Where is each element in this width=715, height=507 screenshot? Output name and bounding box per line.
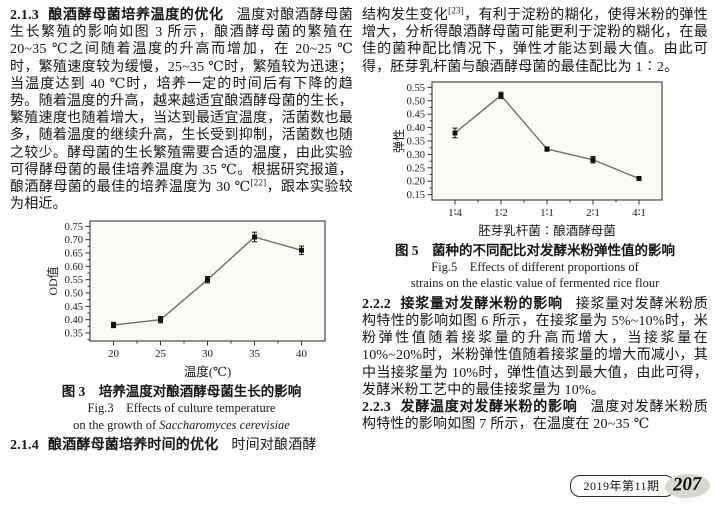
section-body-text: ，跟本实验较为相近。 [10,180,354,213]
svg-text:1∶2: 1∶2 [494,207,508,219]
figure3-line-chart: 0.35 0.40 0.45 0.50 0.55 0.60 0.65 0.70 0.75 20 25… [45,220,326,379]
section-2-1-3-paragraph: 2.1.3 酿酒酵母菌培养温度的优化 温度对酿酒酵母菌生长繁殖的影响如图 3 所示，… [10,7,353,213]
continuation-paragraph: 结构发生变化[23]，有利于淀粉的糊化，使得米粉的弹性增大，分析得酿酒酵母菌可能… [362,5,708,76]
section-2-2-2-paragraph: 2.2.2 接浆量对发酵米粉的影响 接浆量对发酵米粉质构特性的影响如图 6 所示，在… [362,296,708,399]
svg-text:1∶1: 1∶1 [540,207,554,219]
section-number: 2.1.4 [10,438,39,454]
section-body-text: 温度对酿酒酵母菌生长繁殖的影响如图 3 所示，酿酒酵母菌的繁殖在 20~35 ℃… [10,8,353,196]
figure5-caption-cn: 图 5 菌种的不同配比对发酵米粉弹性值的影响 [394,242,676,258]
species-name: Saccharomyces cerevisiae [159,417,290,432]
section-body-text: 时间对酿酒酵 [231,438,317,454]
section-2-2-3-paragraph: 2.2.3 发酵温度对发酵米粉的影响 温度对发酵米粉质构特性的影响如图 7 所示，在… [362,399,708,433]
page-footer: 2019年第11期 207 [570,473,710,499]
citation-marker: [23] [448,5,464,16]
caption-text: on the growth of [73,417,160,432]
section-heading: 酿酒酵母菌培养时间的优化 [48,438,219,454]
section-heading: 发酵温度对发酵米粉的影响 [400,400,578,416]
left-column: 2.1.3 酿酒酵母菌培养温度的优化 温度对酿酒酵母菌生长繁殖的影响如图 3 所示，… [10,7,353,455]
figure3-container: 0.35 0.40 0.45 0.50 0.55 0.60 0.65 0.70 0.75 20 25… [45,217,353,381]
svg-text:0.20: 0.20 [407,177,425,188]
svg-text:1∶4: 1∶4 [448,207,462,219]
svg-text:30: 30 [202,348,214,360]
section-heading: 酿酒酵母菌培养温度的优化 [48,8,224,23]
section-number: 2.1.3 [10,8,39,23]
figure3-caption-en-line1: Fig.3 Effects of culture temperature [87,401,276,416]
svg-text:弹性: 弹性 [392,129,406,153]
svg-text:40: 40 [296,348,308,360]
svg-text:0.55: 0.55 [407,83,425,94]
svg-text:35: 35 [249,348,261,360]
figure5-caption-en-line1: Fig.5 Effects of different proportions o… [431,259,639,274]
svg-text:4∶1: 4∶1 [632,207,646,219]
svg-text:OD值: OD值 [46,267,60,296]
figure5-line-chart: 0.15 0.20 0.25 0.30 0.35 0.40 0.45 0.50 0.55 1∶4 1… [392,81,663,238]
section-number: 2.2.3 [362,400,391,416]
svg-text:0.50: 0.50 [65,289,83,300]
right-column: 结构发生变化[23]，有利于淀粉的糊化，使得米粉的弹性增大，分析得酿酒酵母菌可能… [362,5,708,433]
svg-text:0.30: 0.30 [407,150,425,161]
svg-text:20: 20 [108,348,120,360]
svg-text:0.35: 0.35 [65,329,83,340]
svg-text:2∶1: 2∶1 [586,207,600,219]
svg-text:0.65: 0.65 [65,249,83,260]
figure5-caption-en-line2: strains on the elastic value of fermente… [410,276,660,291]
svg-text:0.70: 0.70 [65,236,83,247]
svg-text:0.60: 0.60 [65,262,83,273]
svg-text:0.55: 0.55 [65,276,83,287]
section-body-text: 温度对发酵米粉质构特性的影响如图 7 所示，在温度在 20~35 ℃ [362,400,708,433]
svg-text:0.40: 0.40 [407,123,425,134]
svg-text:0.35: 0.35 [407,136,425,147]
figure3-caption-cn: 图 3 培养温度对酿酒酵母菌生长的影响 [61,384,302,400]
citation-marker: [22] [250,177,267,188]
svg-text:0.45: 0.45 [65,302,83,313]
svg-text:0.45: 0.45 [407,109,425,120]
paragraph-text: 结构发生变化 [362,8,449,23]
figure5-container: 0.15 0.20 0.25 0.30 0.35 0.40 0.45 0.50 0.55 1∶4 1… [392,78,708,240]
figure3-caption-en-line2: on the growth of Saccharomyces cerevisia… [10,418,353,434]
svg-text:0.40: 0.40 [65,316,83,327]
section-2-1-4-paragraph: 2.1.4 酿酒酵母菌培养时间的优化 时间对酿酒酵 [10,437,353,454]
svg-text:0.25: 0.25 [407,163,425,174]
svg-text:0.15: 0.15 [407,190,425,201]
issue-badge: 2019年第11期 [570,475,675,497]
svg-text:0.50: 0.50 [407,96,425,107]
page-number: 207 [664,473,710,499]
paragraph-text: ，有利于淀粉的糊化，使得米粉的弹性增大，分析得酿酒酵母菌可能更利于淀粉的糊化，在… [362,8,708,75]
section-body-text: 接浆量对发酵米粉质构特性的影响如图 6 所示，在接浆量为 5%~10%时，米粉弹… [362,296,708,398]
svg-text:25: 25 [155,348,167,360]
svg-text:温度(℃): 温度(℃) [184,364,231,379]
section-heading: 接浆量对发酵米粉的影响 [400,296,563,312]
section-number: 2.2.2 [362,296,391,312]
svg-text:胚芽乳杆菌∶酿酒酵母菌: 胚芽乳杆菌∶酿酒酵母菌 [478,223,616,238]
svg-text:0.75: 0.75 [65,222,83,233]
